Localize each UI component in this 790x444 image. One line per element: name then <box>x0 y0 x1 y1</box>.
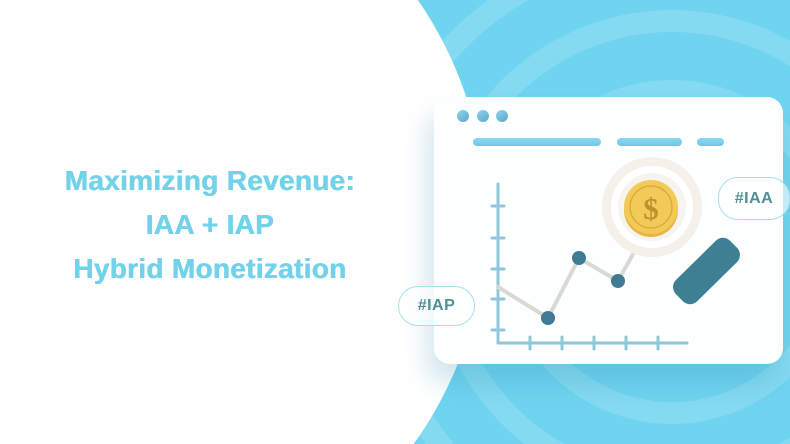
svg-text:$: $ <box>643 191 659 226</box>
